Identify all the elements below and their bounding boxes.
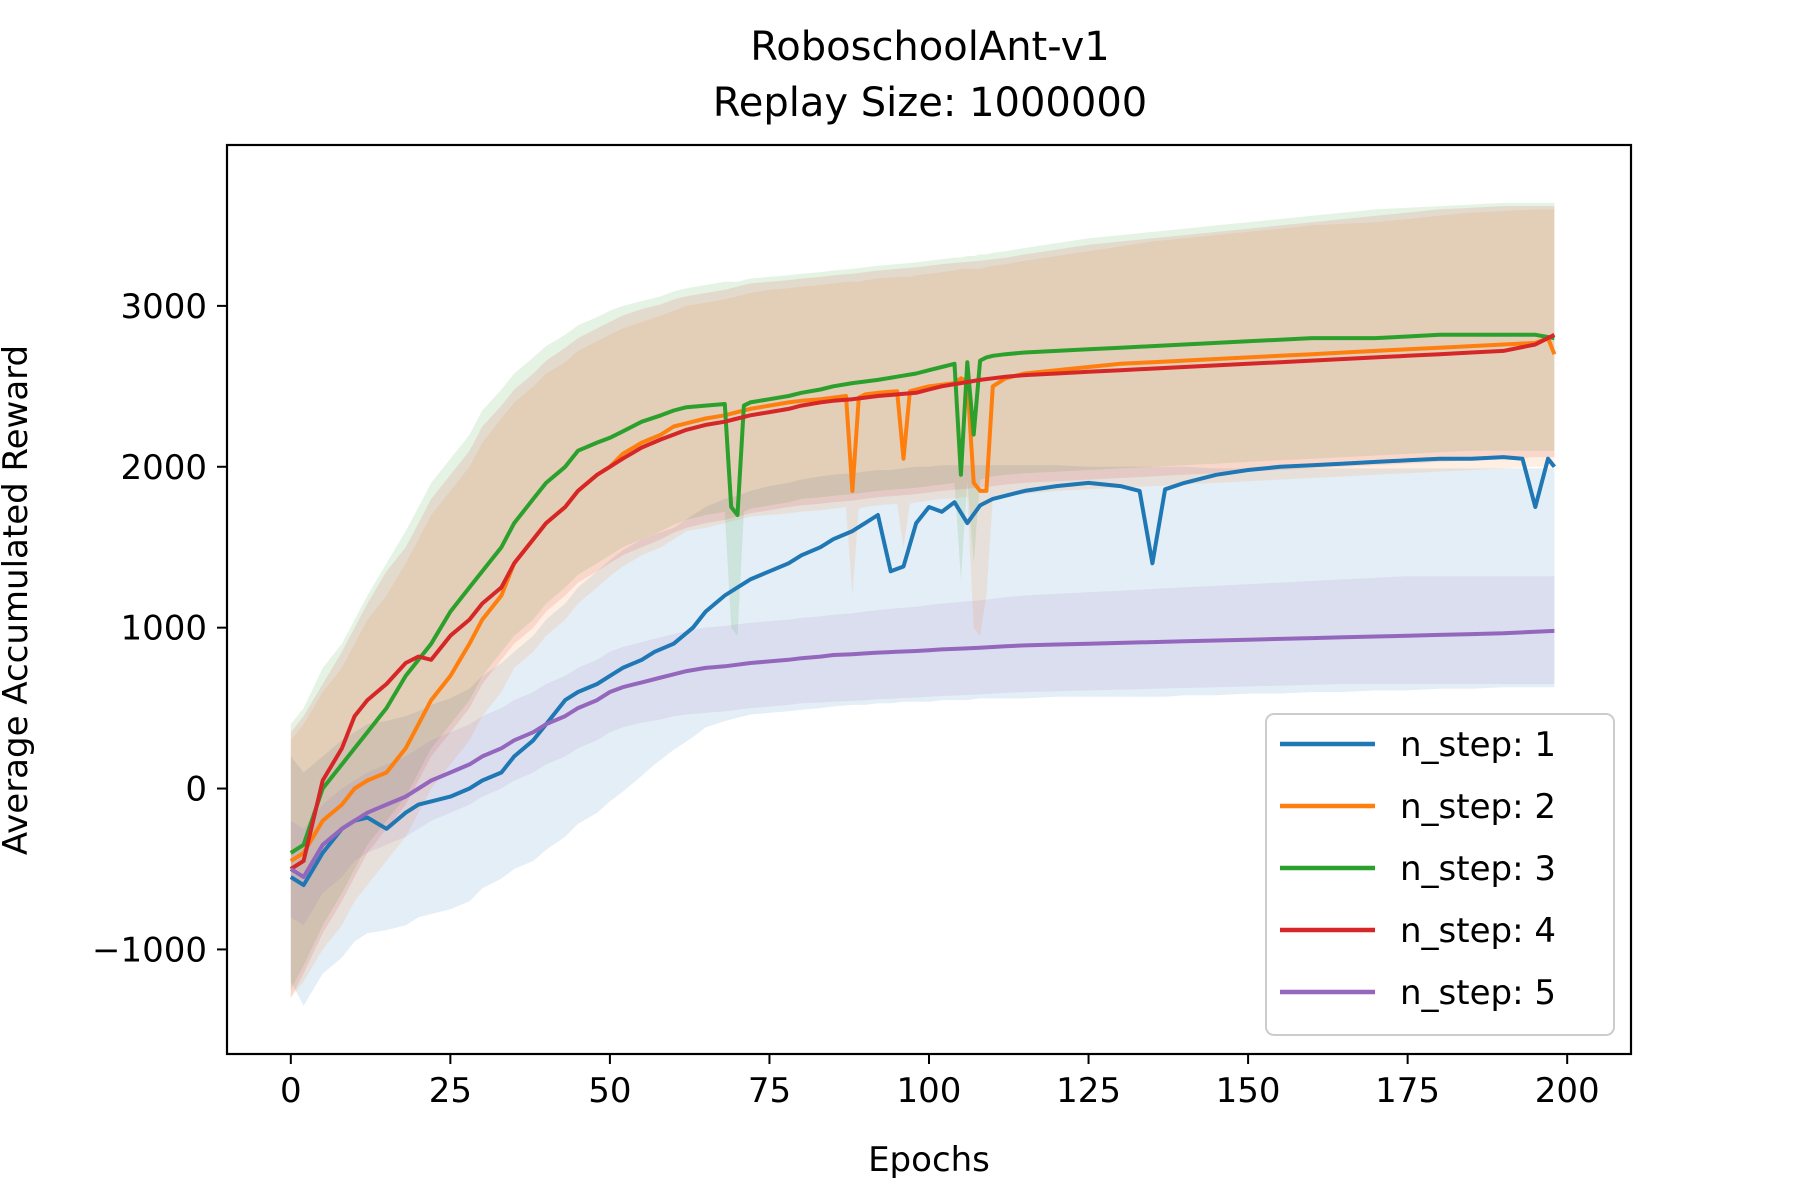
series-4-line: [289, 333, 1556, 871]
chart-title: RoboschoolAnt-v1: [750, 24, 1109, 70]
x-axis-label: Epochs: [868, 1140, 990, 1180]
chart-subtitle: Replay Size: 1000000: [713, 80, 1147, 126]
y-tick-label: −1000: [92, 930, 207, 970]
y-axis-label: Average Accumulated Reward: [0, 345, 36, 855]
x-tick-label: 75: [748, 1071, 791, 1111]
legend-label-3: n_step: 3: [1400, 849, 1556, 889]
legend-box: [1265, 713, 1615, 1036]
series-lines: [289, 332, 1557, 888]
series-2-line: [289, 336, 1557, 863]
y-tick-label: 0: [185, 770, 207, 810]
confidence-bands: [290, 202, 1555, 1006]
series-3-line: [289, 332, 1555, 855]
x-tick-label: 0: [280, 1071, 302, 1111]
x-tick-label: 25: [429, 1071, 472, 1111]
legend: n_step: 1 n_step: 2 n_step: 3 n_step: 4 n_st…: [1265, 713, 1615, 1036]
series-1-band: [290, 465, 1555, 1006]
x-tick-label: 100: [897, 1071, 962, 1111]
legend-label-4: n_step: 4: [1400, 911, 1556, 951]
y-tick-label: 3000: [120, 287, 207, 327]
legend-label-5: n_step: 5: [1400, 973, 1556, 1013]
x-tick-label: 125: [1056, 1071, 1121, 1111]
x-tick-label: 175: [1375, 1071, 1440, 1111]
series-4-band: [290, 206, 1555, 998]
x-axis-ticks: 0 25 50 75 100 125 150 175 200: [280, 1054, 1600, 1111]
y-axis-ticks: −1000 0 1000 2000 3000: [92, 287, 227, 970]
series-3-band: [290, 202, 1555, 990]
y-tick-label: 2000: [120, 448, 207, 488]
legend-items: n_step: 1 n_step: 2 n_step: 3 n_step: 4 n_st…: [1280, 725, 1556, 1013]
series-2-band: [290, 209, 1555, 998]
x-tick-label: 50: [588, 1071, 631, 1111]
series-1-line: [289, 455, 1556, 888]
x-tick-label: 150: [1216, 1071, 1281, 1111]
legend-label-2: n_step: 2: [1400, 787, 1556, 827]
y-tick-label: 1000: [120, 609, 207, 649]
series-5-band: [290, 576, 1555, 926]
series-5-line: [289, 628, 1555, 879]
legend-label-1: n_step: 1: [1400, 725, 1556, 765]
x-tick-label: 200: [1535, 1071, 1600, 1111]
